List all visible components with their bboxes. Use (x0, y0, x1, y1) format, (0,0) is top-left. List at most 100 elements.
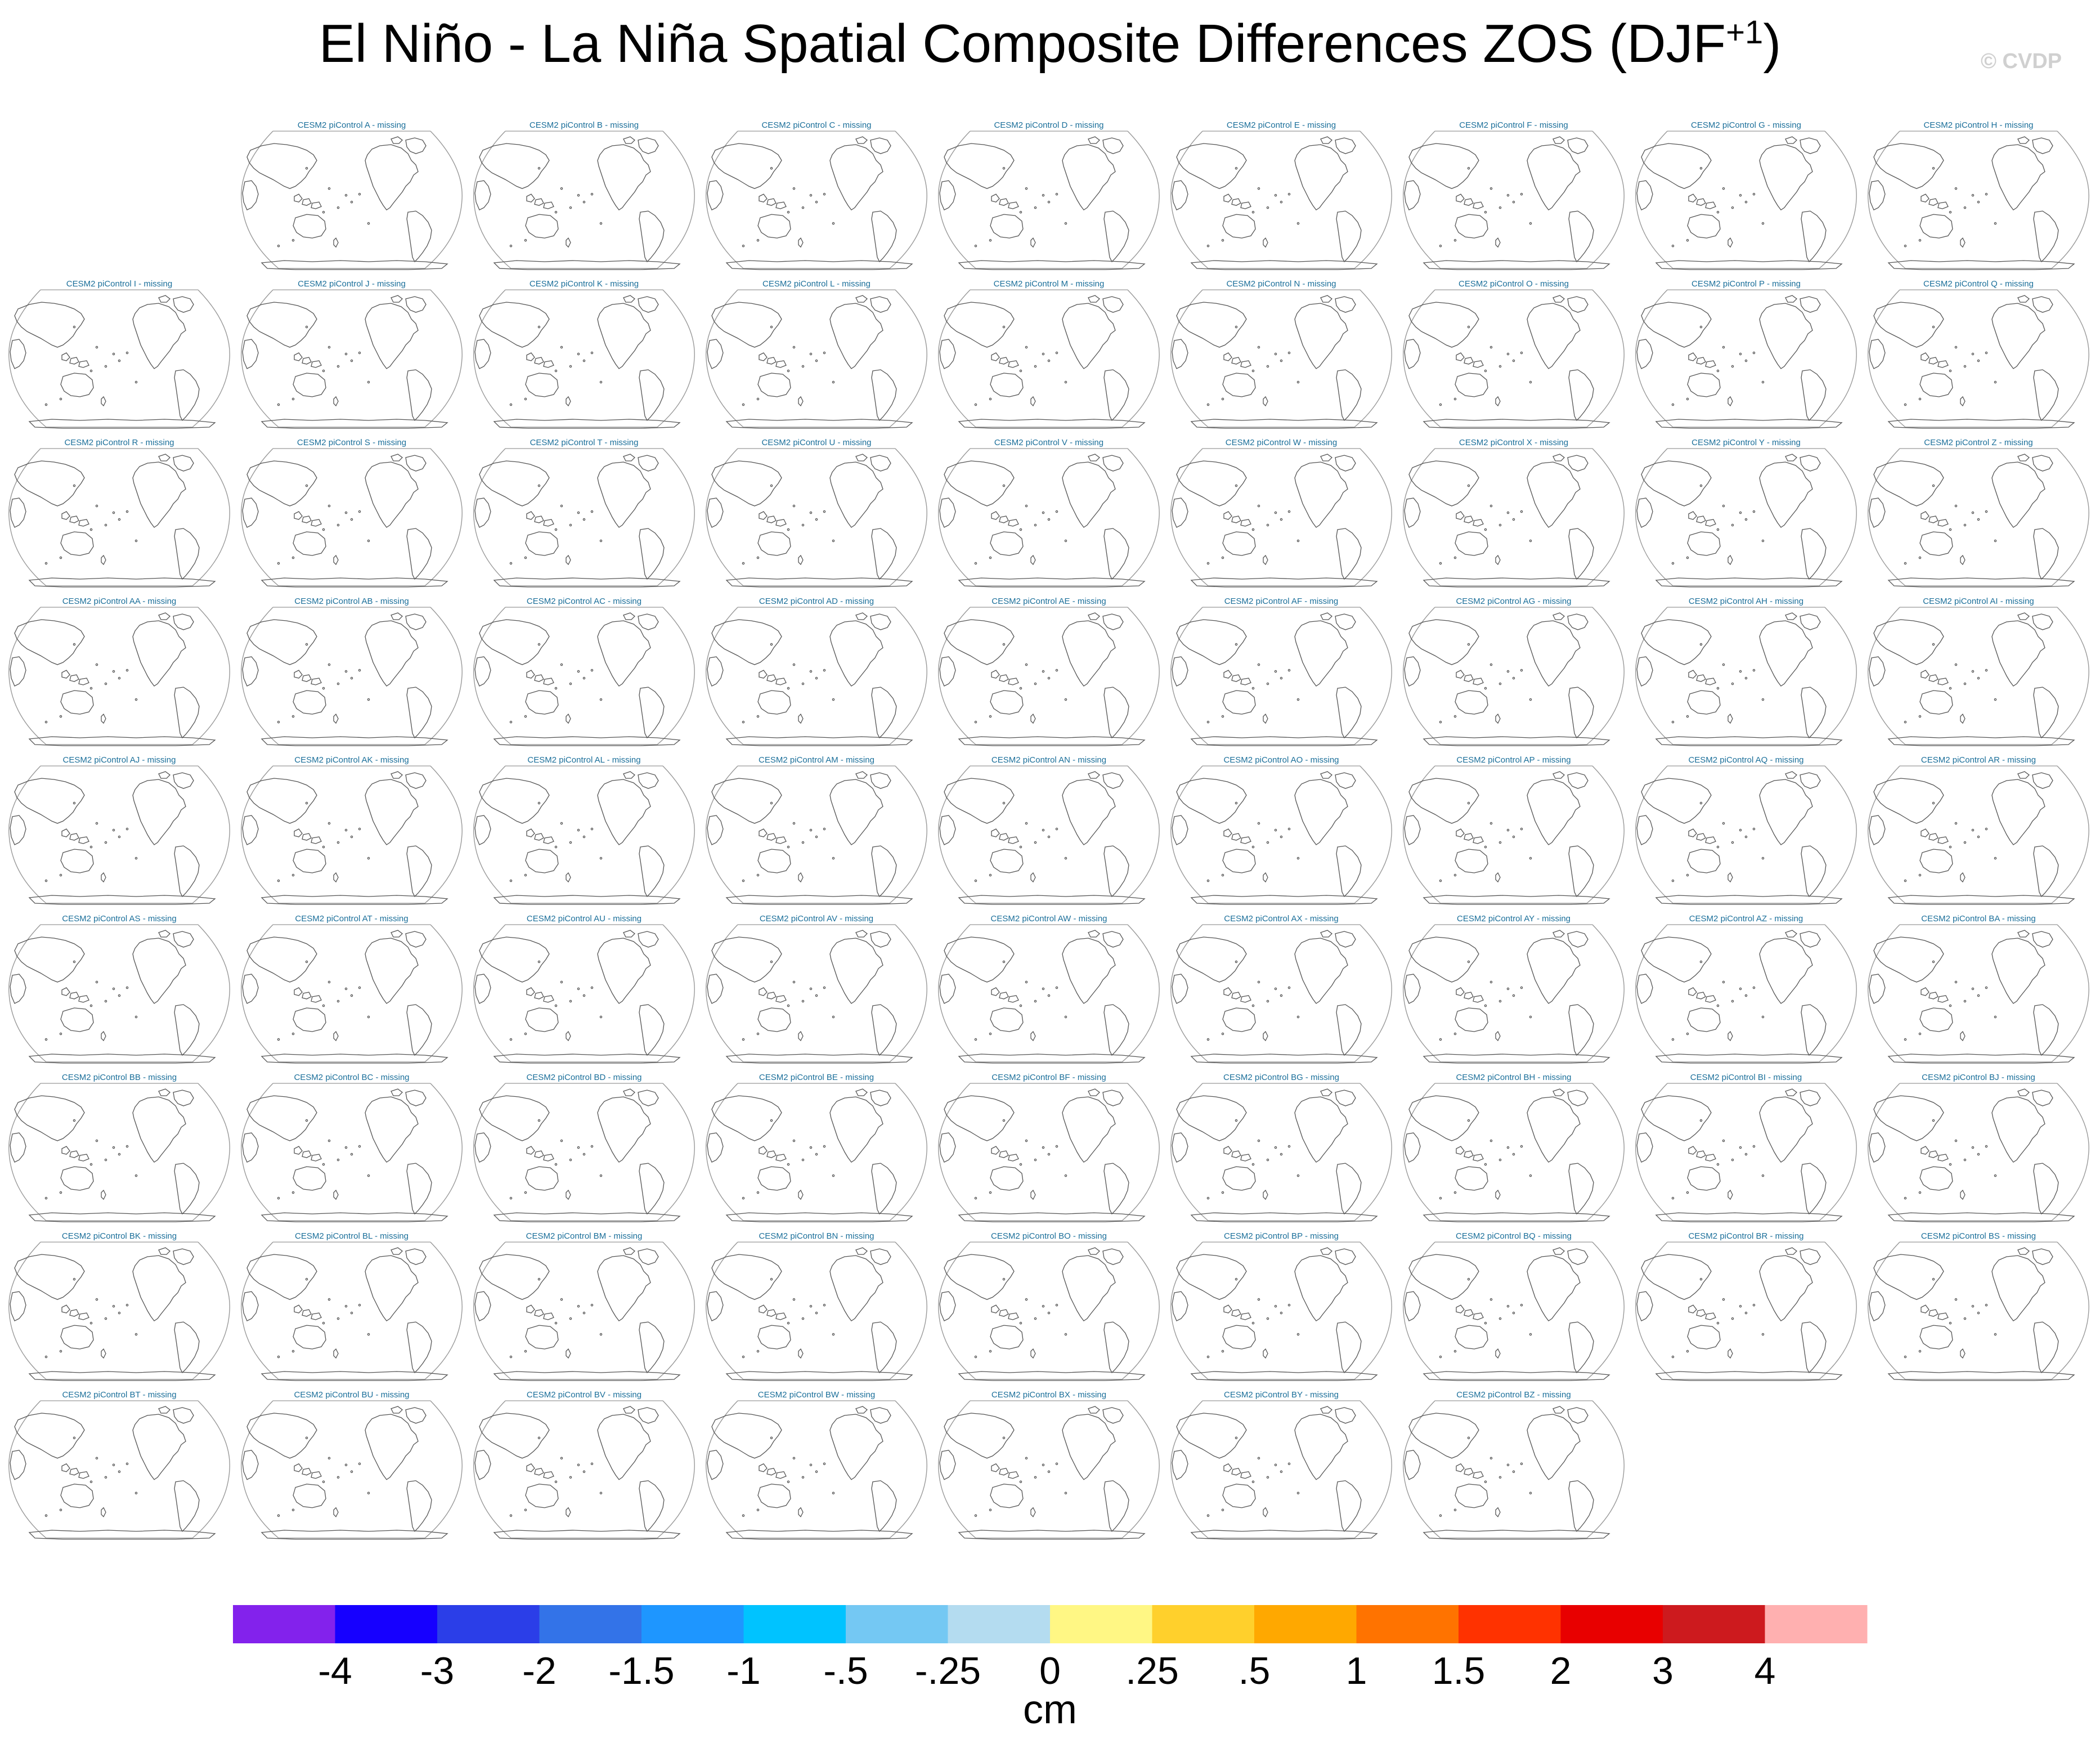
coastline (1408, 302, 1479, 348)
island (1932, 325, 1935, 329)
coastline (302, 357, 312, 365)
island (770, 801, 773, 805)
island (1506, 1305, 1510, 1308)
coastline (759, 828, 768, 837)
panel-label: CESM2 piControl BL - missing (295, 1231, 409, 1241)
coastline (707, 339, 724, 369)
coastline (623, 136, 635, 144)
map-panel: CESM2 piControl BJ - missing (1868, 1073, 2089, 1222)
island (1520, 827, 1523, 831)
coastline (855, 1406, 868, 1414)
coastline (2017, 454, 2030, 461)
island (537, 1119, 541, 1122)
coastline (829, 1414, 883, 1480)
coastline (1464, 1309, 1474, 1317)
island (809, 352, 813, 356)
island (1266, 365, 1269, 368)
coastline (406, 1480, 432, 1532)
coastline (406, 1321, 432, 1374)
map-outline (1403, 607, 1625, 745)
coastline (261, 1530, 448, 1540)
coastline (246, 460, 317, 507)
island (1047, 518, 1051, 521)
coastline (1062, 1414, 1116, 1480)
island (1722, 663, 1725, 666)
island (1453, 715, 1457, 718)
coastlines (242, 1088, 448, 1222)
coastline (855, 1247, 868, 1255)
island (1034, 523, 1037, 527)
island (305, 1436, 308, 1440)
coastline (10, 498, 26, 528)
coastline (493, 1054, 681, 1064)
coastline (725, 1212, 913, 1222)
island (1744, 1311, 1748, 1315)
coastline (775, 836, 787, 844)
island (336, 682, 340, 685)
island (1064, 698, 1067, 701)
island (1034, 365, 1037, 368)
panel-label: CESM2 piControl Y - missing (1691, 438, 1801, 447)
coastline (474, 974, 491, 1004)
coastline (28, 1054, 216, 1064)
coastline (757, 373, 791, 397)
island (291, 1508, 295, 1512)
coastline (711, 302, 782, 348)
coastline (474, 1450, 491, 1480)
coastline (1240, 1154, 1251, 1162)
coastline (1727, 396, 1733, 407)
coastline (1008, 1312, 1019, 1320)
coastline (1687, 1166, 1721, 1191)
island (95, 504, 98, 508)
map-panel: CESM2 piControl AA - missing (8, 597, 230, 746)
coastline (944, 1254, 1015, 1300)
coastline (1873, 1095, 1944, 1141)
island (1296, 1174, 1300, 1177)
island (989, 1032, 992, 1036)
coastline (991, 987, 1000, 996)
island (1512, 200, 1515, 204)
coastline (406, 687, 432, 739)
coastline (1801, 1321, 1827, 1374)
coastline (707, 1291, 724, 1321)
island (1498, 206, 1502, 209)
coastline (1937, 995, 1949, 1003)
island (1671, 1196, 1675, 1200)
coastline (294, 987, 303, 996)
coastline (28, 419, 216, 429)
map-outline (1868, 924, 2089, 1063)
coastline (294, 194, 303, 203)
island (1529, 1174, 1532, 1177)
coastline (775, 201, 787, 209)
island (1257, 1139, 1260, 1142)
island (1296, 539, 1300, 543)
coastline (1696, 833, 1706, 841)
island (350, 200, 353, 204)
coastline (474, 1291, 491, 1321)
coastline (493, 736, 681, 746)
coastline (1688, 1146, 1697, 1155)
island (792, 187, 796, 190)
island (1744, 835, 1748, 839)
coastline (333, 713, 339, 724)
coastline (1404, 974, 1421, 1004)
coastline (526, 828, 535, 837)
coastline (1568, 1163, 1594, 1215)
coastline (1335, 455, 1356, 472)
island (1287, 827, 1291, 831)
coastline (958, 1530, 1146, 1540)
coastline (174, 845, 200, 898)
coastline (1552, 1088, 1565, 1096)
island (367, 857, 370, 860)
coastline (1473, 519, 1484, 527)
panel-label: CESM2 piControl AE - missing (991, 597, 1106, 606)
panel-label: CESM2 piControl G - missing (1691, 120, 1801, 130)
coastline (1263, 1348, 1268, 1359)
coastline (1919, 1325, 1953, 1350)
island (1512, 359, 1515, 362)
coastline (174, 1004, 200, 1056)
island (1251, 369, 1255, 373)
coastline (333, 237, 339, 248)
coastline (855, 454, 868, 461)
map-outline (241, 448, 463, 586)
